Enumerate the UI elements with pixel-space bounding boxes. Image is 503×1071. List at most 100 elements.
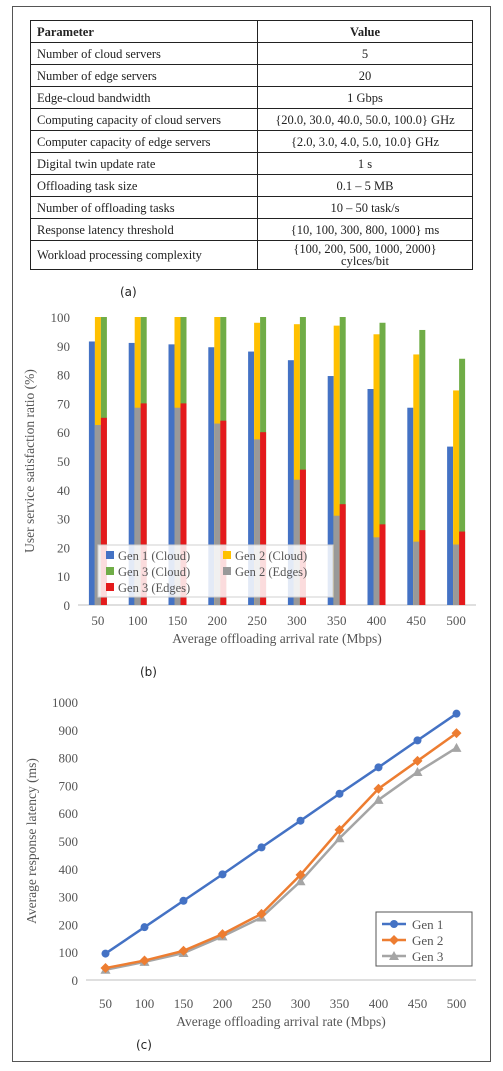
data-point — [334, 833, 345, 843]
bar — [293, 479, 300, 605]
table-row: Offloading task size 0.1 – 5 MB — [30, 174, 473, 197]
bar — [168, 344, 175, 605]
y-tick-label: 100 — [59, 945, 79, 960]
y-tick-label: 400 — [59, 862, 79, 877]
bar — [220, 420, 227, 605]
x-tick-label: 150 — [168, 613, 188, 628]
y-tick-label: 800 — [59, 751, 79, 766]
value-cell: 10 – 50 task/s — [257, 196, 473, 219]
value-cell: 20 — [257, 64, 473, 87]
legend-label: Gen 1 — [412, 917, 443, 932]
x-tick-label: 100 — [128, 613, 148, 628]
x-tick-label: 100 — [135, 996, 155, 1011]
parameter-cell: Number of edge servers — [30, 64, 258, 87]
bar — [413, 541, 420, 605]
bar — [94, 425, 101, 605]
x-tick-label: 400 — [369, 996, 389, 1011]
legend-label: Gen 1 (Cloud) — [118, 549, 190, 563]
panel-label-c: (c) — [136, 1038, 152, 1052]
series-line — [105, 746, 458, 971]
data-point — [451, 742, 462, 752]
value-line-1: {100, 200, 500, 1000, 2000} — [293, 242, 437, 256]
bar — [208, 347, 215, 605]
bar — [299, 317, 306, 605]
parameter-cell: Digital twin update rate — [30, 152, 258, 175]
legend-label: Gen 2 — [412, 933, 443, 948]
y-tick-label: 0 — [64, 598, 71, 613]
parameter-cell: Computing capacity of cloud servers — [30, 108, 258, 131]
y-tick-label: 10 — [57, 569, 70, 584]
bar — [260, 432, 267, 605]
x-tick-label: 350 — [330, 996, 350, 1011]
bar — [293, 324, 300, 605]
y-tick-label: 200 — [59, 917, 79, 932]
bar — [180, 403, 187, 605]
bar — [447, 446, 454, 605]
panel-label-a: (a) — [120, 285, 137, 299]
table-row: Computer capacity of edge servers {2.0, 3… — [30, 130, 473, 153]
value-cell: {10, 100, 300, 800, 1000} ms — [257, 218, 473, 241]
bar — [419, 530, 426, 605]
parameter-cell: Workload processing complexity — [30, 240, 258, 270]
legend-label: Gen 3 (Cloud) — [118, 565, 190, 579]
value-line-2: cylces/bit — [341, 254, 389, 268]
x-tick-label: 200 — [213, 996, 233, 1011]
bar-chart: 0 10 20 30 40 50 60 70 80 90 100 50 100 150 200 250 300 3… — [22, 310, 476, 646]
x-tick-label: 50 — [91, 613, 104, 628]
value-cell: {100, 200, 500, 1000, 2000} cylces/bit — [257, 240, 473, 270]
header-value: Value — [257, 20, 473, 43]
parameter-cell: Computer capacity of edge servers — [30, 130, 258, 153]
y-tick-label: 700 — [59, 778, 79, 793]
line-chart: 0 100 200 300 400 500 600 700 800 900 1000 50 100 150… — [24, 695, 476, 1029]
data-point — [178, 945, 189, 956]
x-tick-label: 50 — [99, 996, 112, 1011]
data-point — [390, 920, 398, 928]
data-point — [412, 755, 423, 766]
y-tick-label: 100 — [51, 310, 71, 325]
table-row: Number of cloud servers 5 — [30, 42, 473, 65]
x-axis-label: Average offloading arrival rate (Mbps) — [172, 631, 381, 646]
y-axis-label: User service satisfaction ratio (%) — [22, 369, 37, 553]
data-point — [217, 929, 228, 940]
x-tick-label: 500 — [447, 996, 467, 1011]
bar — [373, 334, 380, 605]
data-point — [335, 789, 344, 798]
data-point — [389, 935, 399, 945]
y-tick-label: 20 — [57, 540, 70, 555]
bar — [254, 439, 261, 605]
parameter-cell: Edge-cloud bandwidth — [30, 86, 258, 109]
y-tick-label: 1000 — [52, 695, 78, 710]
y-tick-label: 80 — [57, 368, 70, 383]
x-tick-label: 300 — [287, 613, 307, 628]
data-point — [334, 824, 345, 835]
data-point — [413, 736, 422, 745]
legend-label: Gen 2 (Cloud) — [235, 549, 307, 563]
bar — [333, 515, 340, 605]
value-cell: 0.1 – 5 MB — [257, 174, 473, 197]
legend-label: Gen 2 (Edges) — [235, 565, 307, 579]
data-point — [100, 963, 111, 974]
legend-swatch — [223, 551, 231, 559]
bar — [88, 341, 95, 605]
parameter-cell: Number of offloading tasks — [30, 196, 258, 219]
y-tick-label: 300 — [59, 890, 79, 905]
x-tick-label: 250 — [252, 996, 272, 1011]
bar — [419, 329, 426, 605]
data-point — [296, 816, 305, 825]
bar — [214, 423, 221, 605]
x-tick-label: 500 — [446, 613, 466, 628]
bar — [339, 504, 346, 605]
y-axis-label: Average response latency (ms) — [24, 758, 39, 924]
y-tick-label: 90 — [57, 339, 70, 354]
legend-swatch — [106, 567, 114, 575]
value-cell: {20.0, 30.0, 40.0, 50.0, 100.0} GHz — [257, 108, 473, 131]
legend-swatch — [106, 583, 114, 591]
data-point — [257, 843, 266, 852]
data-point — [373, 794, 384, 804]
bar — [459, 358, 466, 605]
parameter-cell: Offloading task size — [30, 174, 258, 197]
series-line — [104, 712, 458, 955]
value-cell: 1 s — [257, 152, 473, 175]
legend-swatch — [106, 551, 114, 559]
bar — [134, 407, 141, 605]
